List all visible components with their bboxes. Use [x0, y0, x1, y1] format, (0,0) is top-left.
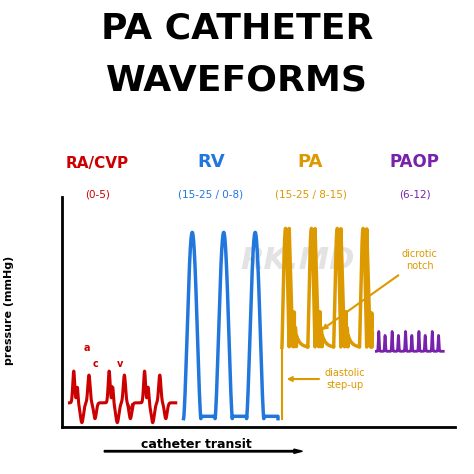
Text: PA: PA: [298, 153, 323, 171]
Text: WAVEFORMS: WAVEFORMS: [106, 64, 368, 98]
Text: RV: RV: [197, 153, 225, 171]
Text: RK.MD: RK.MD: [240, 246, 355, 274]
Text: c: c: [93, 359, 99, 369]
Text: v: v: [117, 359, 123, 369]
Text: catheter transit: catheter transit: [141, 438, 252, 451]
Text: a: a: [83, 343, 90, 353]
Text: pressure (mmHg): pressure (mmHg): [4, 256, 15, 365]
Text: (15-25 / 0-8): (15-25 / 0-8): [178, 190, 244, 200]
Text: PAOP: PAOP: [390, 153, 440, 171]
Text: (6-12): (6-12): [399, 190, 430, 200]
Text: diastolic
step-up: diastolic step-up: [289, 368, 365, 390]
Text: PA CATHETER: PA CATHETER: [101, 12, 373, 46]
Text: y: y: [127, 401, 133, 411]
Text: RA/CVP: RA/CVP: [65, 155, 129, 171]
Text: dicrotic
notch: dicrotic notch: [324, 249, 438, 328]
Text: (15-25 / 8-15): (15-25 / 8-15): [274, 190, 346, 200]
Text: x: x: [107, 383, 113, 393]
Text: (0-5): (0-5): [85, 190, 109, 200]
